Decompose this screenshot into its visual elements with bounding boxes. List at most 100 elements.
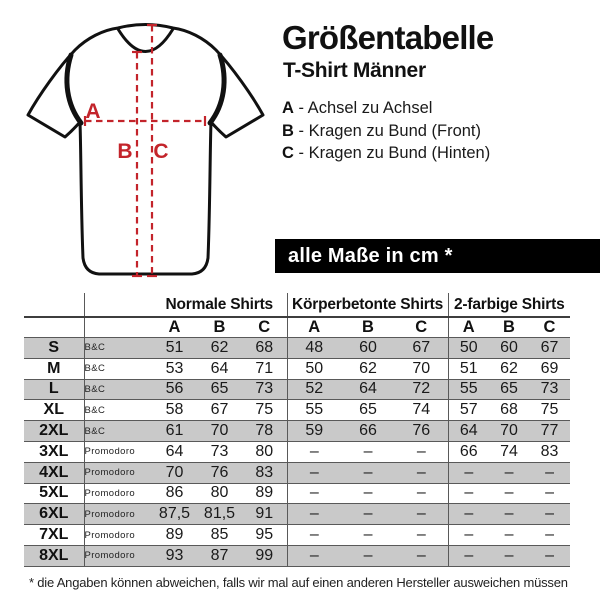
measurement-value: 60	[500, 338, 518, 356]
size-label: L	[48, 380, 59, 398]
page-title: Größentabelle	[282, 19, 494, 56]
title-block: Größentabelle T-Shirt Männer	[282, 19, 494, 83]
measurement-value: 65	[359, 401, 377, 419]
measurement-value: –	[447, 524, 490, 546]
table-row: 7XL Promodoro 89 85 95– – – – – –	[24, 524, 571, 546]
tshirt-right-armhole-seam	[207, 52, 227, 126]
col-header-a: A	[168, 318, 181, 336]
table-row: 4XL Promodoro 70 76 83– – – – – –	[24, 462, 571, 484]
col-header-c: C	[258, 318, 271, 336]
measurement-value: –	[416, 546, 426, 564]
measurement-value: 58	[165, 401, 184, 419]
measurement-value: –	[286, 441, 342, 463]
measurement-value: –	[504, 526, 514, 544]
measurement-value: 52	[286, 379, 342, 400]
measurement-value: 59	[286, 420, 342, 442]
table-group-header-row: Normale Shirts Körperbetonte Shirts 2-fa…	[24, 293, 571, 317]
brand-label: Promodoro	[83, 441, 152, 463]
measurement-value: 89	[255, 484, 274, 502]
table-row: M B&C 53 64 71 50 62 70 51 62 69	[24, 358, 571, 380]
size-label: 7XL	[39, 526, 69, 544]
measure-label-a: A	[85, 100, 100, 123]
measurement-value: –	[545, 526, 554, 544]
table-row: 6XL Promodoro 87,5 81,5 91– – – – – –	[24, 503, 571, 525]
brand-label: Promodoro	[83, 545, 152, 567]
measurement-value: –	[363, 546, 373, 564]
measurement-value: –	[545, 484, 554, 502]
measurement-value: –	[416, 505, 426, 523]
size-label: 8XL	[39, 546, 69, 564]
measurement-value: 62	[500, 359, 518, 377]
size-label: XL	[43, 401, 64, 419]
measurement-value: 62	[210, 338, 229, 356]
measurement-value: 76	[412, 422, 431, 440]
tshirt-left-armhole-seam	[64, 52, 84, 126]
measurement-value: 70	[412, 359, 431, 377]
measurement-value: 80	[255, 442, 274, 460]
measurement-value: –	[545, 463, 554, 481]
measurement-value: –	[545, 505, 554, 523]
measurement-value: 69	[540, 359, 559, 377]
group-header-2farbige: 2-farbige Shirts	[447, 293, 571, 317]
brand-label: Promodoro	[83, 483, 152, 504]
measurement-value: 73	[540, 380, 559, 398]
measurement-value: –	[286, 545, 342, 567]
measurement-value: 64	[210, 359, 229, 377]
measurement-value: 60	[359, 338, 377, 356]
brand-label: B&C	[83, 358, 152, 380]
table-row: 3XL Promodoro 64 73 80– – –66 74 83	[24, 441, 571, 463]
measurement-value: 73	[210, 442, 229, 460]
size-label: M	[47, 359, 61, 377]
measurement-value: 66	[447, 441, 490, 463]
measurement-value: –	[447, 462, 490, 484]
measurement-value: –	[363, 505, 373, 523]
brand-label: Promodoro	[83, 462, 152, 484]
measurement-value: 65	[210, 380, 229, 398]
col-header-a: A	[286, 317, 342, 338]
measurement-value: 87	[210, 546, 229, 564]
legend-key-a: A	[282, 99, 294, 117]
header-spacer	[83, 317, 152, 338]
measurement-value: 86	[165, 484, 184, 502]
measurement-value: 55	[286, 399, 342, 421]
table-row: XL B&C 58 67 75 55 65 74 57 68 75	[24, 399, 571, 421]
measurement-value: –	[286, 524, 342, 546]
size-label: 2XL	[39, 422, 69, 440]
measurement-value: –	[416, 484, 426, 502]
brand-label: Promodoro	[83, 503, 152, 525]
measurement-value: –	[286, 503, 342, 525]
measurement-value: –	[416, 442, 426, 460]
measurement-value: –	[363, 484, 373, 502]
measurement-value: 70	[500, 422, 518, 440]
measurement-value: –	[363, 463, 373, 481]
measurement-value: 70	[165, 463, 184, 481]
group-header-koerperbetonte: Körperbetonte Shirts	[286, 293, 449, 317]
brand-label: B&C	[83, 379, 152, 400]
measurement-value: 67	[540, 338, 559, 356]
measurement-value: 71	[255, 359, 274, 377]
measurement-value: –	[447, 503, 490, 525]
size-table: Normale Shirts Körperbetonte Shirts 2-fa…	[24, 293, 571, 567]
measurement-value: 81,5	[203, 505, 236, 523]
measure-line-a	[83, 116, 207, 126]
measurement-value: 77	[540, 422, 559, 440]
measurement-value: 91	[255, 505, 274, 523]
page-subtitle: T-Shirt Männer	[283, 59, 426, 82]
legend-desc-b: - Kragen zu Bund (Front)	[298, 121, 482, 140]
measurement-value: –	[447, 545, 490, 567]
size-label: 3XL	[39, 442, 69, 460]
table-row: 8XL Promodoro 93 87 99– – – – – –	[24, 545, 571, 567]
measurement-value: 65	[500, 380, 518, 398]
legend-key-c: C	[282, 144, 294, 162]
brand-label: B&C	[83, 337, 152, 359]
measurement-value: 75	[255, 401, 274, 419]
measurement-value: –	[447, 483, 490, 504]
col-header-c: C	[543, 318, 556, 336]
measurement-value: –	[504, 484, 514, 502]
table-row: S B&C 51 62 68 48 60 67 50 60 67	[24, 337, 571, 359]
measurement-value: 72	[412, 380, 431, 398]
measure-line-b	[132, 50, 142, 278]
measurement-value: 80	[210, 484, 229, 502]
measurement-value: –	[504, 505, 514, 523]
footnote: * die Angaben können abweichen, falls wi…	[29, 575, 568, 590]
